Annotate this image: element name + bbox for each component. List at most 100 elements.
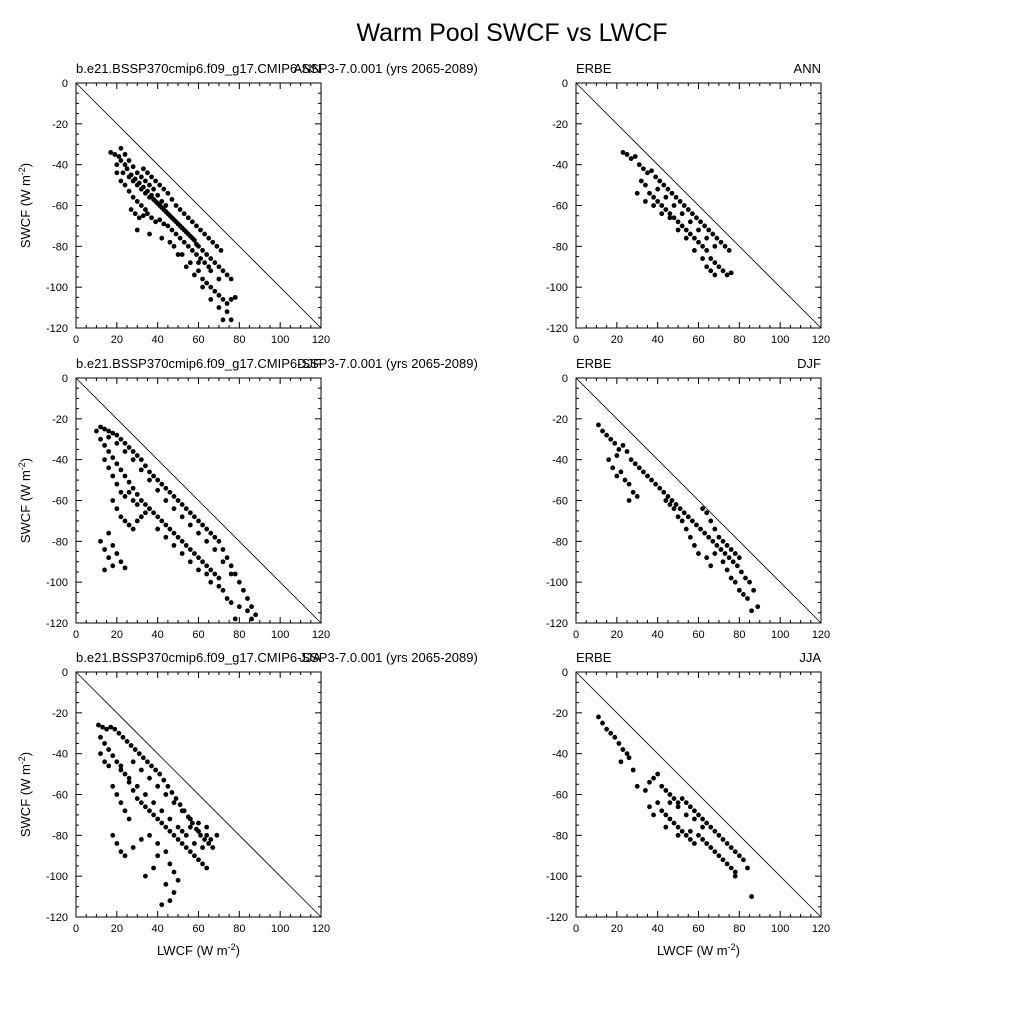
data-point — [147, 231, 152, 237]
data-point — [720, 857, 726, 863]
data-point — [712, 828, 718, 834]
data-point — [192, 853, 197, 859]
data-point — [116, 730, 122, 736]
data-point — [620, 150, 626, 155]
data-point — [112, 726, 118, 732]
data-point — [200, 276, 205, 282]
x-tick-label: 0 — [73, 629, 79, 641]
data-point — [130, 845, 136, 850]
data-point — [110, 473, 116, 479]
data-point — [126, 522, 132, 528]
data-point — [675, 800, 681, 806]
data-point — [194, 252, 199, 257]
data-point — [708, 268, 714, 274]
data-point — [630, 767, 636, 773]
data-point — [747, 579, 752, 585]
data-point — [165, 223, 171, 229]
data-point — [130, 485, 136, 491]
data-point — [698, 526, 703, 532]
data-point — [138, 498, 144, 503]
data-point — [704, 235, 710, 241]
data-point — [151, 510, 156, 516]
data-point — [241, 587, 246, 593]
data-point — [165, 190, 171, 196]
data-point — [196, 857, 201, 863]
data-point — [143, 463, 148, 469]
y-tick-label: -60 — [52, 201, 68, 213]
data-point — [683, 526, 689, 532]
data-point — [663, 824, 669, 830]
data-point — [192, 841, 197, 846]
data-point — [204, 252, 210, 257]
data-point — [204, 280, 210, 286]
x-tick-label: 100 — [771, 629, 789, 641]
data-point — [187, 260, 193, 266]
data-point — [118, 767, 124, 773]
data-point — [624, 152, 630, 157]
data-point — [114, 759, 120, 765]
data-point — [736, 853, 742, 859]
data-point — [163, 534, 169, 540]
panel-left-string: b.e21.BSSP370cmip6.f09_g17.CMIP6-SSP3-7.… — [76, 61, 478, 76]
x-tick-label: 60 — [692, 923, 704, 935]
data-point — [212, 288, 218, 294]
data-point — [200, 248, 205, 253]
data-point — [683, 832, 689, 838]
data-point — [161, 777, 167, 783]
data-point — [185, 243, 191, 249]
data-point — [720, 837, 726, 842]
data-point — [659, 211, 665, 217]
y-tick-label: -60 — [552, 201, 568, 213]
data-point — [196, 820, 201, 826]
data-point — [728, 865, 734, 871]
data-point — [716, 264, 722, 270]
data-point — [720, 538, 726, 544]
data-point — [696, 812, 701, 818]
y-tick-label: 0 — [562, 373, 568, 385]
data-point — [132, 211, 138, 217]
data-point — [634, 494, 640, 499]
reference-line — [75, 377, 322, 624]
data-point — [687, 828, 693, 834]
data-point — [189, 219, 195, 225]
x-tick-label: 120 — [312, 629, 330, 641]
data-point — [640, 469, 646, 475]
data-point — [689, 211, 695, 217]
data-point — [126, 779, 132, 785]
x-tick-label: 40 — [652, 334, 664, 346]
data-point — [732, 869, 738, 875]
data-point — [712, 849, 718, 855]
data-point — [155, 526, 161, 532]
data-point — [675, 514, 681, 520]
data-point — [159, 902, 165, 908]
x-tick-label: 100 — [771, 334, 789, 346]
data-point — [596, 422, 601, 428]
data-point — [130, 498, 136, 503]
data-point — [147, 477, 152, 483]
data-point — [153, 178, 159, 184]
data-point — [126, 489, 132, 495]
y-axis-title: SWCF (W m-2) — [17, 752, 33, 837]
data-point — [647, 804, 652, 810]
data-point — [159, 481, 165, 487]
data-point — [155, 841, 161, 846]
y-tick-label: -20 — [52, 414, 68, 426]
data-point — [145, 759, 150, 765]
data-point — [687, 837, 693, 842]
data-point — [118, 559, 124, 565]
panel-djf-model: 0 20 40 60 80 100 120 0 -20 -40 -60 -80 -100 -120 b.e2… — [17, 356, 478, 641]
data-point — [183, 264, 189, 270]
panel-ann-erbe: 0 20 40 60 80 100 120 0 -20 -40 -60 -80 -100 -120 ERBE… — [546, 61, 830, 346]
data-point — [636, 162, 642, 168]
data-point — [134, 796, 140, 801]
data-point — [171, 494, 177, 499]
data-point — [675, 227, 681, 233]
data-point — [122, 182, 128, 188]
x-tick-label: 0 — [573, 629, 579, 641]
data-point — [675, 824, 681, 830]
data-point — [632, 154, 638, 159]
y-tick-label: -40 — [52, 160, 68, 172]
data-point — [216, 583, 222, 589]
data-point — [220, 587, 226, 593]
